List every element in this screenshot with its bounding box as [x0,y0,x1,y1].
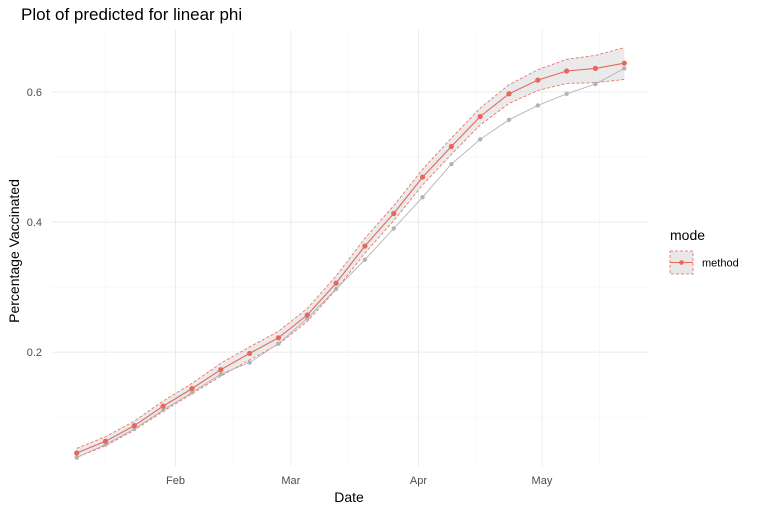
data-point-method [189,385,195,392]
data-point-observed [218,372,224,377]
data-point-observed [477,137,483,142]
data-point-method [247,350,253,357]
data-point-observed [189,390,195,395]
legend-key-point [679,260,684,265]
series-line-observed [76,68,625,458]
y-tick-label: 0.4 [27,217,42,229]
data-point-observed [333,286,339,292]
legend: mode method [669,227,739,275]
data-point-method [535,77,541,83]
band-lower-bound [76,79,625,458]
data-point-observed [391,226,396,231]
data-point-method [564,68,570,74]
data-point-method [621,60,627,66]
data-point-method [333,280,339,286]
x-axis-ticks: Feb Mar Apr May [166,475,553,487]
data-point-method [218,367,224,373]
series-lines-layer [76,62,625,458]
band-upper-bound [76,47,625,449]
data-point-observed [276,341,281,346]
data-point-method [506,91,512,97]
chart-title: Plot of predicted for linear phi [21,5,242,24]
series-line-method [76,62,625,454]
x-axis-title: Date [334,489,364,505]
data-point-method [131,423,137,429]
grid [52,30,649,466]
data-point-method [275,335,282,341]
y-axis-ticks: 0.2 0.4 0.6 [27,87,42,359]
data-point-method [102,438,109,444]
data-point-method [448,143,454,150]
data-point-method [419,174,426,180]
y-axis-title: Percentage Vaccinated [6,179,22,323]
series-points-layer [74,60,627,460]
x-tick-label: May [532,475,553,487]
data-point-method [160,403,166,409]
y-tick-label: 0.6 [27,87,42,99]
x-tick-label: Apr [410,475,427,487]
data-point-observed [420,195,425,200]
data-point-observed [622,66,627,71]
data-point-observed [362,257,368,262]
data-point-method [477,113,483,120]
x-tick-label: Mar [281,475,300,487]
data-point-observed [506,117,512,123]
data-point-observed [247,360,252,365]
legend-title: mode [670,227,705,243]
data-point-observed [449,161,454,167]
data-point-observed [160,407,166,413]
data-point-method [304,312,310,318]
data-point-method [391,210,397,217]
data-point-method [592,65,599,71]
confidence-band-layer [76,47,625,458]
data-point-observed [564,91,569,96]
data-point-observed [535,103,541,108]
data-point-method [74,450,80,456]
data-point-observed [593,81,598,87]
x-tick-label: Feb [166,475,185,487]
data-point-observed [74,455,79,460]
y-tick-label: 0.2 [27,347,42,359]
data-point-method [362,243,368,249]
legend-label-method: method [702,258,739,270]
